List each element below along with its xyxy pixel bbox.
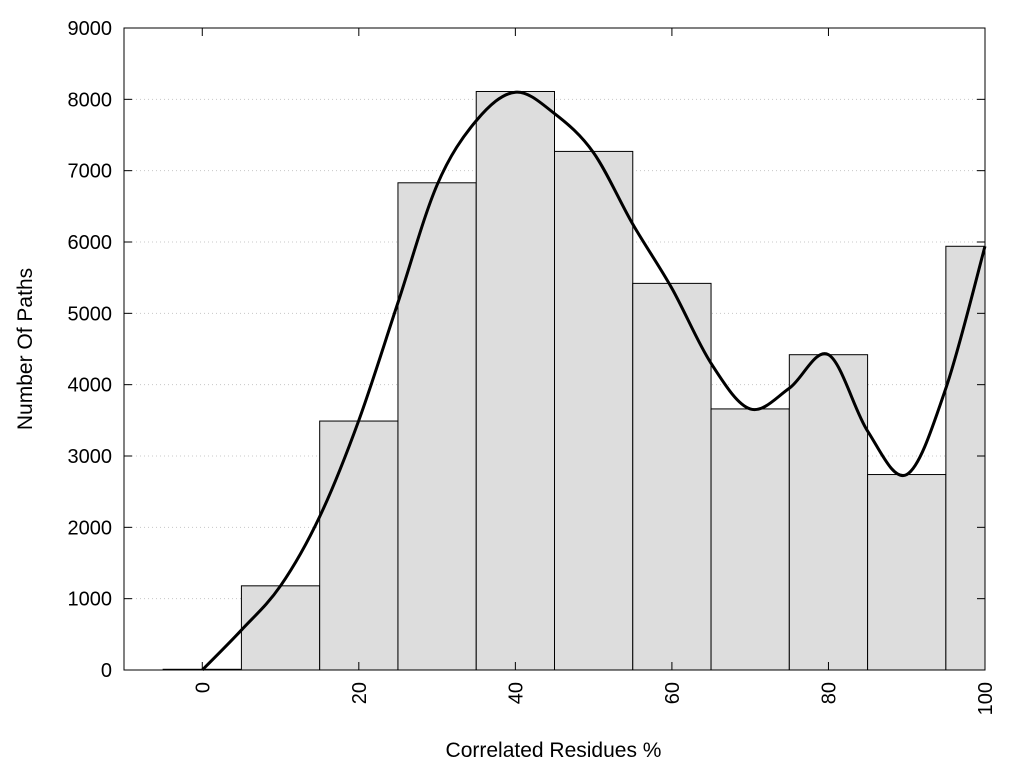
- y-tick-label: 4000: [68, 375, 113, 397]
- bar-layer: [162, 90, 986, 671]
- histogram-bar: [554, 150, 634, 671]
- histogram-bar: [397, 182, 477, 671]
- x-axis-title: Correlated Residues %: [446, 739, 662, 762]
- histogram-bar: [475, 90, 555, 671]
- x-tick-label: 100: [975, 682, 997, 715]
- curve-layer: [201, 90, 987, 672]
- y-tick-label: 0: [101, 660, 112, 682]
- x-tick-label: 20: [349, 682, 371, 704]
- y-tick-label: 9000: [68, 18, 113, 40]
- y-tick-label: 5000: [68, 303, 113, 325]
- tick-layer: 0 1000 2000 3000 4000 5000 6000 7000 8000 9000 0 20…: [68, 18, 998, 715]
- x-tick-label: 40: [505, 682, 527, 704]
- y-tick-label: 6000: [68, 232, 113, 254]
- y-tick-label: 2000: [68, 517, 113, 539]
- y-tick-label: 8000: [68, 89, 113, 111]
- histogram-bar: [240, 585, 321, 671]
- x-tick-label: 60: [662, 682, 684, 704]
- y-tick-label: 7000: [68, 161, 113, 183]
- histogram-bar: [945, 245, 986, 671]
- histogram-bar: [319, 420, 399, 671]
- plot-frame: [123, 27, 986, 671]
- y-axis-title: Number Of Paths: [14, 268, 37, 430]
- x-tick-label: 80: [818, 682, 840, 704]
- y-tick-label: 1000: [68, 589, 113, 611]
- x-tick-label: 0: [192, 682, 214, 693]
- y-tick-label: 3000: [68, 446, 113, 468]
- histogram-bar: [710, 408, 790, 671]
- smoothed-curve: [201, 90, 987, 672]
- histogram-bar: [867, 474, 947, 671]
- histogram-bar: [788, 354, 869, 671]
